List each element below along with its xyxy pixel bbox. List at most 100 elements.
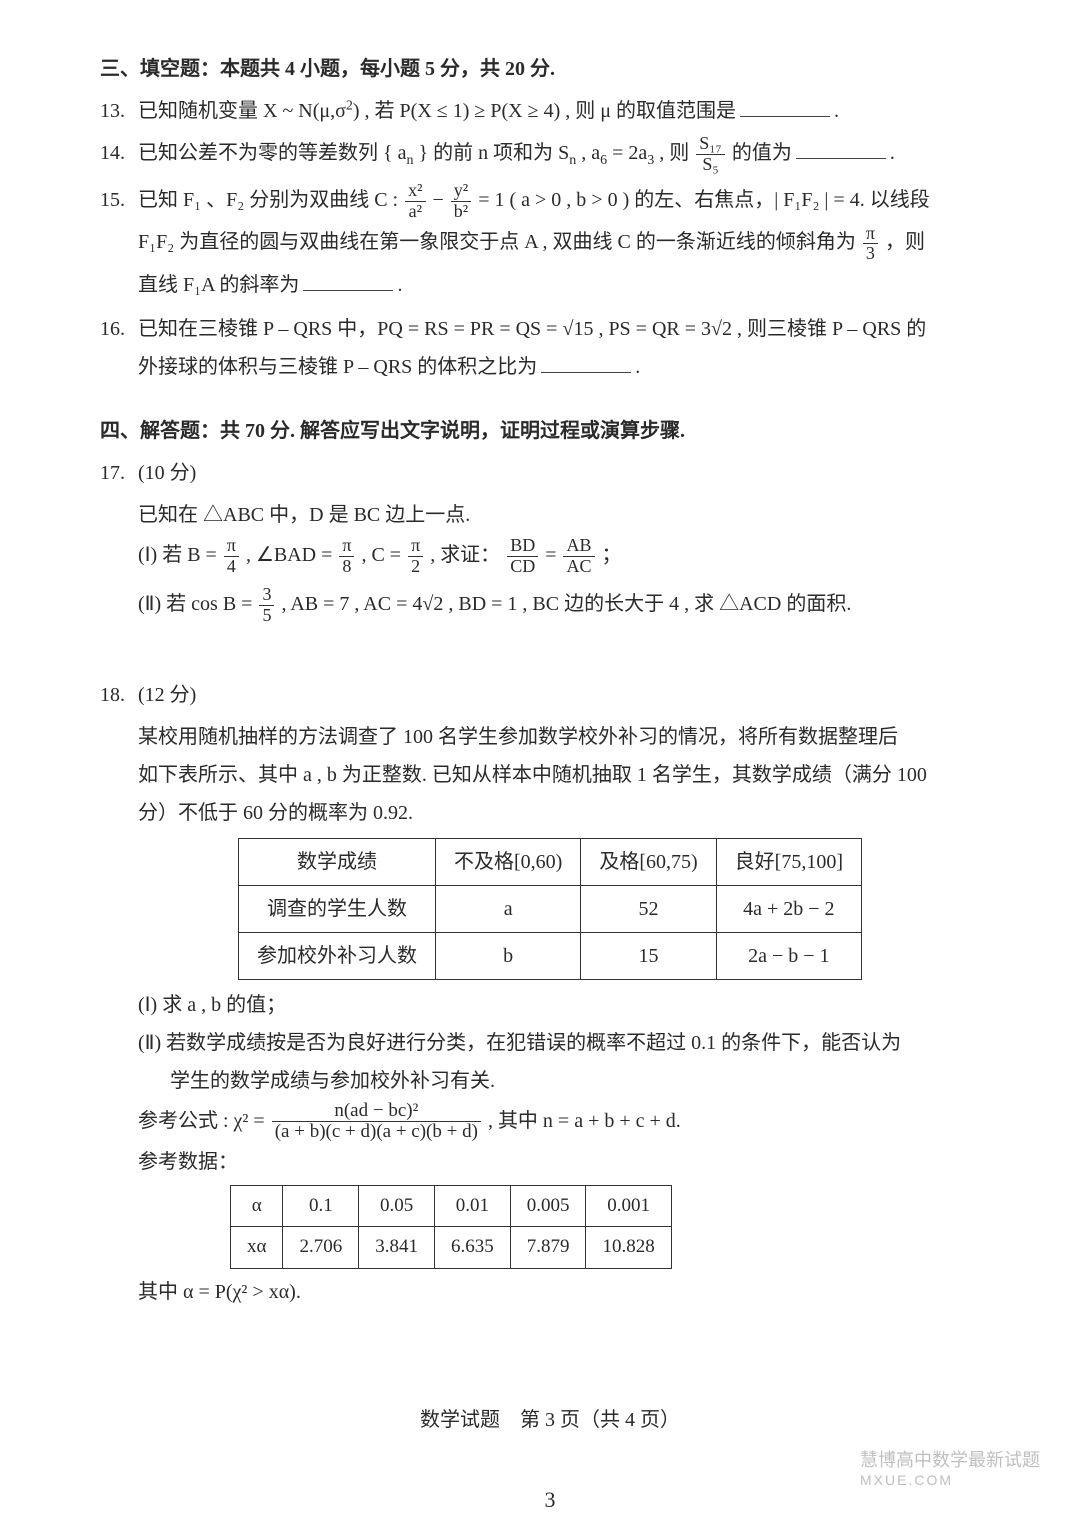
q17-f6n: 3 <box>259 585 274 606</box>
q16-body: 已知在三棱锥 P – QRS 中，PQ = RS = PR = QS = √15… <box>138 310 1000 386</box>
table-row: α 0.1 0.05 0.01 0.005 0.001 <box>231 1186 672 1227</box>
td: a <box>436 885 581 932</box>
q14-b: } 的前 n 项和为 S <box>413 142 569 164</box>
q17-f1d: 4 <box>224 557 239 577</box>
table-row: 数学成绩 不及格[0,60) 及格[60,75) 良好[75,100] <box>239 838 862 885</box>
q14-a: 已知公差不为零的等差数列 { a <box>138 142 406 164</box>
q14-num: 14. <box>100 134 138 175</box>
q14-e: , 则 <box>654 142 689 164</box>
q17-eq: = <box>545 544 561 566</box>
q13: 13. 已知随机变量 X ~ N(μ,σ2) , 若 P(X ≤ 1) ≥ P(… <box>100 92 1000 130</box>
q14-blank <box>796 140 886 159</box>
q17-f3d: 2 <box>408 557 423 577</box>
th-3: 及格[60,75) <box>581 838 716 885</box>
q14-g: . <box>890 142 895 164</box>
q15-f3n: π <box>863 224 878 245</box>
table-row: 参加校外补习人数 b 15 2a − b − 1 <box>239 932 862 979</box>
q15: 15. 已知 F₁ 、F₂ 分别为双曲线 C : x²a² − y²b² = 1… <box>100 179 1000 306</box>
table-row: 调查的学生人数 a 52 4a + 2b − 2 <box>239 885 862 932</box>
ref-c4: 0.005 <box>510 1186 586 1227</box>
q18-p2b: 学生的数学成绩与参加校外补习有关. <box>100 1062 1000 1100</box>
q14-frac-n: S₁₇ <box>696 134 725 155</box>
q15-frac2: y²b² <box>451 181 471 222</box>
q15-l2a: F₁F₂ 为直径的圆与双曲线在第一象限交于点 A , 双曲线 C 的一条渐近线的… <box>138 231 856 253</box>
ref-h: α <box>231 1186 283 1227</box>
td: 52 <box>581 885 716 932</box>
ref-note: 其中 α = P(χ² > xα). <box>100 1273 1000 1311</box>
q14-frac-d: S₅ <box>696 155 725 175</box>
q17-f4d: CD <box>507 557 538 577</box>
q15-f2d: b² <box>451 202 471 222</box>
q16-num: 16. <box>100 310 138 386</box>
ref-c3: 0.01 <box>434 1186 510 1227</box>
q18-body: (12 分) <box>138 676 1000 714</box>
q16-l2: 外接球的体积与三棱锥 P – QRS 的体积之比为 <box>138 356 537 378</box>
formula-tail: , 其中 n = a + b + c + d. <box>488 1110 681 1132</box>
page-footer: 数学试题 第 3 页（共 4 页） <box>100 1401 1000 1439</box>
ref-r3: 6.635 <box>434 1227 510 1268</box>
q18-formula: 参考公式 : χ² = n(ad − bc)² (a + b)(c + d)(a… <box>100 1100 1000 1144</box>
q17-intro: 已知在 △ABC 中，D 是 BC 边上一点. <box>100 496 1000 534</box>
q14-c: , a <box>576 142 600 164</box>
q18-table: 数学成绩 不及格[0,60) 及格[60,75) 良好[75,100] 调查的学… <box>238 838 862 980</box>
q18-points: (12 分) <box>138 684 196 706</box>
q17-f5d: AC <box>563 557 594 577</box>
td: 调查的学生人数 <box>239 885 436 932</box>
q15-num: 15. <box>100 179 138 306</box>
q15-frac1: x²a² <box>405 181 425 222</box>
q15-l3e: . <box>397 274 402 296</box>
q15-f3d: 3 <box>863 244 878 264</box>
q18-p1: (Ⅰ) 求 a , b 的值； <box>100 986 1000 1024</box>
q18: 18. (12 分) <box>100 676 1000 714</box>
q18-intro3: 分）不低于 60 分的概率为 0.92. <box>100 794 1000 832</box>
td: 2a − b − 1 <box>716 932 861 979</box>
q13-sup: 2 <box>346 98 353 113</box>
q13-body: 已知随机变量 X ~ N(μ,σ2) , 若 P(X ≤ 1) ≥ P(X ≥ … <box>138 92 1000 130</box>
q17-f3n: π <box>408 536 423 557</box>
q14: 14. 已知公差不为零的等差数列 { an } 的前 n 项和为 Sn , a6… <box>100 134 1000 175</box>
q14-d: = 2a <box>607 142 647 164</box>
ref-r5: 10.828 <box>586 1227 671 1268</box>
ref-r4: 7.879 <box>510 1227 586 1268</box>
q14-body: 已知公差不为零的等差数列 { an } 的前 n 项和为 Sn , a6 = 2… <box>138 134 1000 175</box>
q14-frac: S₁₇S₅ <box>696 134 725 175</box>
ref-c5: 0.001 <box>586 1186 671 1227</box>
ref-r2: 3.841 <box>359 1227 435 1268</box>
q17: 17. (10 分) <box>100 454 1000 492</box>
q15-f1d: a² <box>405 202 425 222</box>
q17-num: 17. <box>100 454 138 492</box>
td: 15 <box>581 932 716 979</box>
q15-l1a: 已知 F₁ 、F₂ 分别为双曲线 C : <box>138 189 398 211</box>
td: 4a + 2b − 2 <box>716 885 861 932</box>
formula-label: 参考公式 : χ² = <box>138 1110 265 1132</box>
ref-rh: xα <box>231 1227 283 1268</box>
q13-a: 已知随机变量 X ~ N(μ,σ <box>138 100 346 122</box>
watermark: 慧博高中数学最新试题 MXUE.COM <box>860 1446 1040 1488</box>
q13-b: ) , 若 P(X ≤ 1) ≥ P(X ≥ 4) , 则 μ 的取值范围是 <box>353 100 736 122</box>
ref-label: 参考数据： <box>100 1143 1000 1181</box>
td: b <box>436 932 581 979</box>
watermark-line2: MXUE.COM <box>860 1472 1040 1488</box>
q17-p2a: (Ⅱ) 若 cos B = <box>138 593 252 615</box>
q18-num: 18. <box>100 676 138 714</box>
q16-l1: 已知在三棱锥 P – QRS 中，PQ = RS = PR = QS = √15… <box>138 318 926 340</box>
q17-points: (10 分) <box>138 462 196 484</box>
q17-part2: (Ⅱ) 若 cos B = 35 , AB = 7 , AC = 4√2 , B… <box>100 583 1000 626</box>
q13-blank <box>740 98 830 117</box>
q15-body: 已知 F₁ 、F₂ 分别为双曲线 C : x²a² − y²b² = 1 ( a… <box>138 179 1000 306</box>
q17-f1n: π <box>224 536 239 557</box>
q16-blank <box>541 354 631 373</box>
q17-p1b: , ∠BAD = <box>246 544 332 566</box>
q15-l3: 直线 F₁A 的斜率为 <box>138 274 299 296</box>
q14-f: 的值为 <box>732 142 792 164</box>
q17-body: (10 分) <box>138 454 1000 492</box>
formula-den: (a + b)(c + d)(a + c)(b + d) <box>272 1122 481 1143</box>
ref-c1: 0.1 <box>283 1186 359 1227</box>
q18-intro1: 某校用随机抽样的方法调查了 100 名学生参加数学校外补习的情况，将所有数据整理… <box>100 718 1000 756</box>
ref-c2: 0.05 <box>359 1186 435 1227</box>
q17-f5n: AB <box>563 536 594 557</box>
table-row: xα 2.706 3.841 6.635 7.879 10.828 <box>231 1227 672 1268</box>
q15-l2b: ，则 <box>885 231 925 253</box>
th-4: 良好[75,100] <box>716 838 861 885</box>
q15-frac3: π3 <box>863 224 878 265</box>
